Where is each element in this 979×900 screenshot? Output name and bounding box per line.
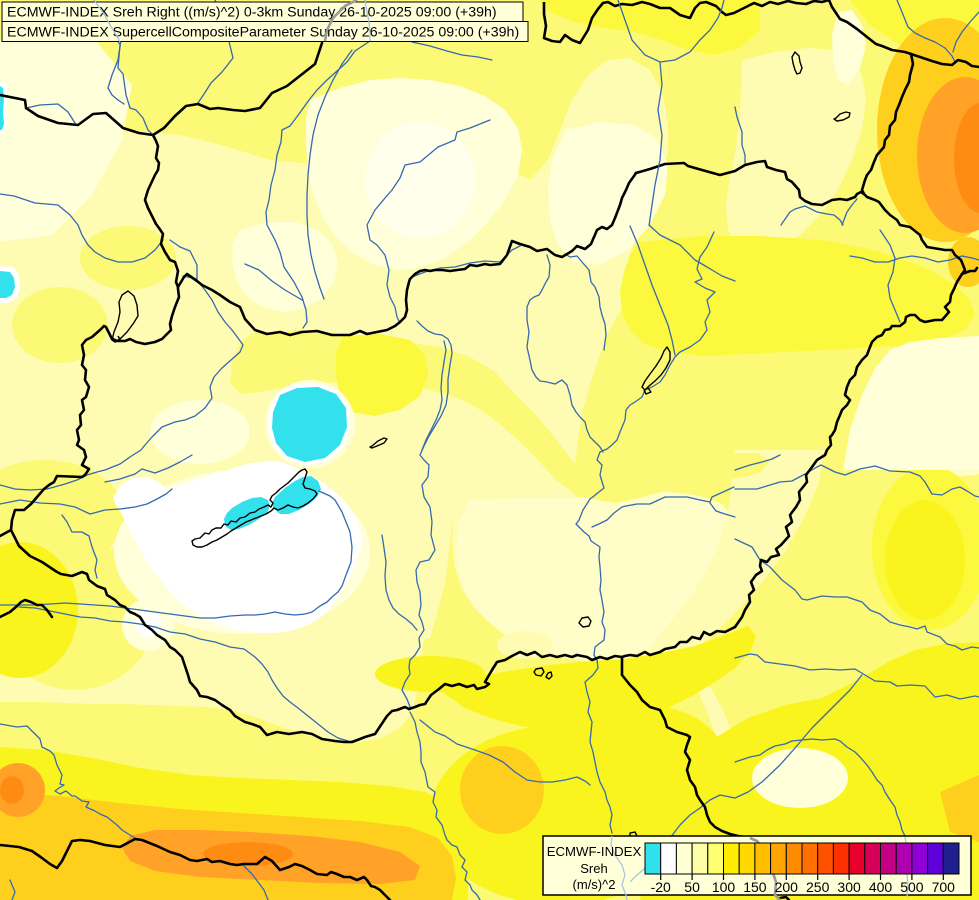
svg-text:50: 50 [684,879,700,895]
svg-text:200: 200 [775,879,799,895]
svg-text:300: 300 [837,879,861,895]
svg-text:(m/s)^2: (m/s)^2 [573,877,616,892]
svg-text:400: 400 [869,879,893,895]
svg-text:ECMWF-INDEX Sreh Right ((m/s)^: ECMWF-INDEX Sreh Right ((m/s)^2) 0-3km S… [7,5,497,21]
svg-text:700: 700 [932,879,956,895]
svg-text:Sreh: Sreh [580,861,607,876]
svg-text:-20: -20 [651,879,671,895]
svg-text:ECMWF-INDEX: ECMWF-INDEX [547,844,642,859]
svg-text:ECMWF-INDEX SupercellComposite: ECMWF-INDEX SupercellCompositeParameter … [7,25,519,41]
svg-text:150: 150 [743,879,767,895]
svg-text:100: 100 [712,879,736,895]
svg-text:250: 250 [806,879,830,895]
svg-text:500: 500 [900,879,924,895]
